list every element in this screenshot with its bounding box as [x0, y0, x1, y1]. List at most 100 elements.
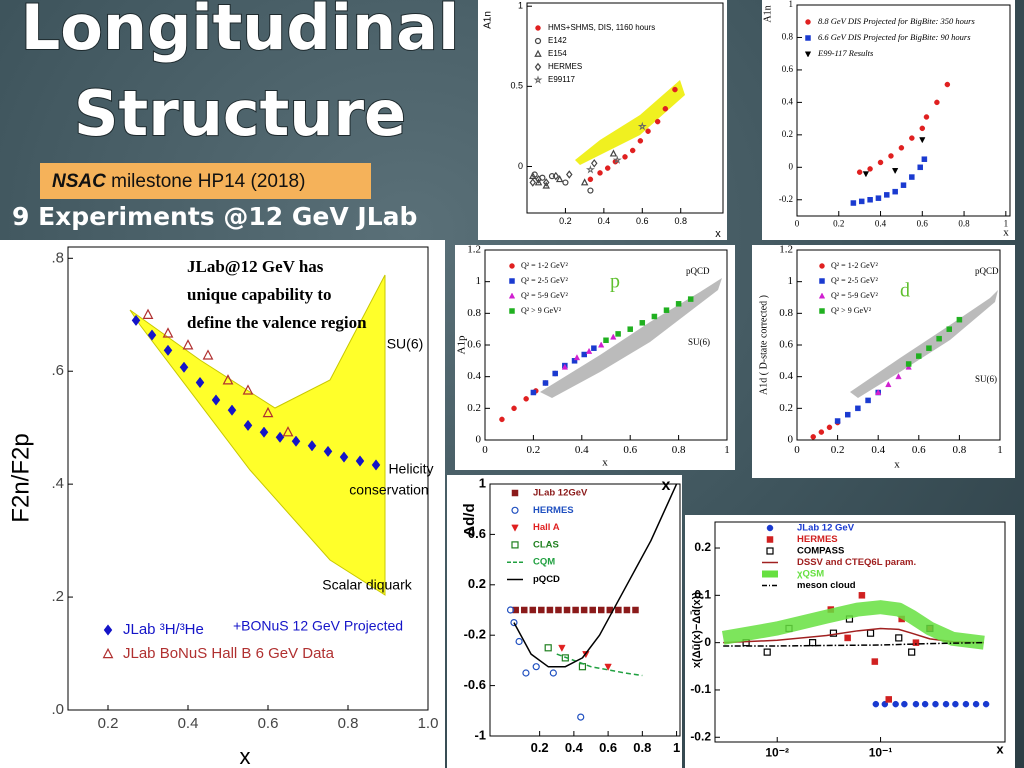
legend-label: HERMES: [533, 505, 574, 516]
legend-swatch: [535, 25, 541, 31]
marker: [571, 358, 578, 364]
x-axis-label: x: [894, 459, 900, 471]
legend-label: HERMES: [797, 534, 838, 545]
legend-label: 8.8 GeV DIS Projected for BigBite: 350 h…: [818, 16, 975, 26]
marker: [195, 376, 205, 389]
slide-subtitle: 9 Experiments @12 GeV JLab: [12, 202, 417, 231]
legend-swatch: [766, 536, 774, 543]
legend-label: DSSV and CTEQ6L param.: [797, 557, 916, 568]
marker: [179, 361, 189, 373]
annotation: define the valence region: [187, 313, 367, 332]
legend-swatch: [509, 308, 515, 314]
marker: [829, 629, 838, 637]
y-axis-label: A1n: [762, 5, 773, 22]
marker: [627, 326, 633, 332]
x-tick-label: 0.2: [98, 715, 119, 732]
marker: [872, 700, 880, 708]
marker: [563, 606, 571, 614]
marker: [818, 429, 825, 435]
theory-band: [540, 278, 722, 398]
marker: [532, 663, 540, 671]
legend-label: JLab 12 GeV: [797, 523, 855, 534]
marker: [884, 192, 890, 198]
marker: [919, 137, 926, 144]
marker: [259, 426, 269, 438]
slide-title: Structure: [74, 77, 406, 150]
marker: [555, 175, 564, 183]
marker: [898, 145, 905, 151]
marker: [891, 168, 899, 175]
legend-swatch: [819, 278, 825, 284]
legend-label: Q² = 1-2 GeV²: [831, 261, 878, 270]
legend-note: +BONuS 12 GeV Projected: [233, 618, 403, 634]
marker: [511, 405, 517, 412]
marker: [577, 713, 585, 721]
legend-swatch: [534, 49, 542, 57]
marker: [591, 345, 597, 351]
marker: [530, 389, 537, 396]
legend-label: meson cloud: [797, 580, 856, 591]
legend-label: χQSM: [797, 569, 824, 580]
marker: [573, 354, 581, 361]
marker: [632, 606, 639, 614]
legend-swatch: [804, 51, 812, 58]
model-curve: [723, 641, 984, 647]
marker: [585, 347, 593, 354]
legend-label: CQM: [533, 557, 555, 568]
annotation: JLab@12 GeV has: [187, 257, 324, 276]
marker: [916, 353, 922, 359]
x-tick-label: 0.6: [258, 715, 279, 732]
legend-label: pQCD: [533, 574, 560, 585]
x-tick-label: 1: [997, 444, 1003, 456]
x-tick-label: 10⁻²: [765, 746, 789, 760]
model-curve: [556, 653, 643, 677]
marker: [499, 416, 505, 423]
marker: [912, 639, 920, 646]
marker: [549, 669, 557, 677]
x-tick-label: 0.6: [599, 740, 617, 755]
marker: [603, 337, 609, 343]
legend-swatch: [533, 75, 543, 84]
y-tick-label: 1: [789, 0, 794, 9]
marker: [909, 174, 915, 180]
marker: [542, 380, 549, 386]
legend-label: HERMES: [548, 62, 582, 71]
annotation: SU(6): [975, 374, 997, 384]
x-tick-label: 1: [724, 444, 730, 456]
marker: [926, 345, 932, 351]
marker: [921, 156, 928, 162]
y-axis-label: F2n/F2p: [7, 433, 34, 522]
marker: [892, 700, 899, 708]
x-tick-label: 0.4: [598, 216, 611, 226]
marker: [622, 154, 628, 160]
x-axis-label: x: [662, 477, 671, 494]
marker: [615, 606, 622, 614]
y-tick-label: 0.5: [510, 81, 523, 91]
marker: [654, 118, 661, 125]
legend-swatch: [534, 62, 542, 72]
y-tick-label: 0: [788, 434, 794, 446]
marker: [535, 175, 542, 184]
x-tick-label: 0.8: [958, 219, 970, 229]
marker: [222, 374, 234, 385]
marker: [867, 166, 873, 172]
plot-frame: [714, 521, 1006, 743]
x-tick-label: 1.0: [418, 715, 439, 732]
y-tick-label: 0.4: [782, 96, 794, 106]
marker: [590, 159, 598, 168]
x-tick-label: 0.8: [672, 444, 686, 456]
marker: [609, 149, 618, 157]
marker: [552, 370, 558, 377]
marker: [162, 327, 174, 338]
marker: [858, 592, 866, 599]
y-tick-label: .4: [51, 475, 64, 492]
y-tick-label: 0.2: [694, 540, 711, 554]
marker: [262, 406, 274, 418]
marker: [629, 147, 636, 154]
y-tick-label: 0: [789, 161, 794, 171]
legend-label: JLab 12GeV: [533, 488, 588, 499]
y-axis-label: x(Δū(x)−Δd̄(x)): [691, 592, 703, 668]
plot-frame: [526, 2, 724, 214]
theory-band: [850, 290, 998, 398]
marker: [862, 171, 870, 178]
